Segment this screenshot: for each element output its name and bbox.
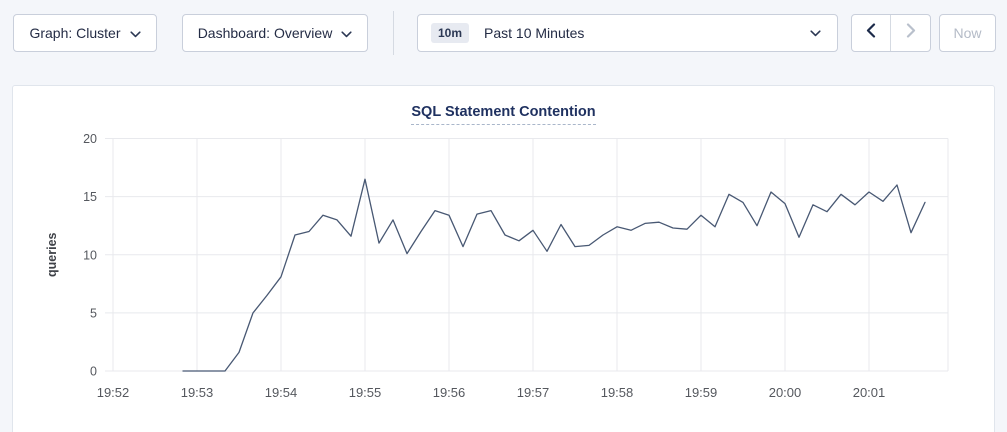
sql-statement-contention-chart: 0 5 10 15 20 19:52 19:53 19:54 19:55 19:56 19:57 19… (45, 132, 949, 400)
time-range-dropdown[interactable]: 10m Past 10 Minutes (417, 14, 838, 52)
chart-title[interactable]: SQL Statement Contention (411, 104, 596, 125)
y-tick-label: 5 (90, 306, 97, 320)
chevron-down-icon (129, 25, 141, 41)
toolbar-divider (393, 11, 394, 55)
chart-axis-labels: 0 5 10 15 20 19:52 19:53 19:54 19:55 19:56 19:57 19… (83, 132, 885, 400)
x-tick-label: 19:54 (265, 385, 298, 400)
x-tick-label: 20:01 (853, 385, 886, 400)
y-tick-label: 15 (83, 190, 97, 204)
x-tick-label: 19:58 (601, 385, 634, 400)
y-tick-label: 10 (83, 248, 97, 262)
chevron-left-icon (866, 23, 876, 43)
time-shift-back-button[interactable] (852, 15, 892, 51)
now-button[interactable]: Now (939, 14, 996, 52)
y-axis-title: queries (45, 232, 59, 277)
now-button-label: Now (953, 25, 982, 41)
chevron-right-icon (906, 23, 916, 43)
metrics-toolbar: Graph: Cluster Dashboard: Overview 10m P… (0, 0, 1007, 66)
time-range-label: Past 10 Minutes (484, 25, 585, 41)
dashboard-dropdown[interactable]: Dashboard: Overview (182, 14, 368, 52)
chart-gridlines (105, 138, 949, 372)
time-range-badge: 10m (431, 23, 470, 43)
x-tick-label: 19:59 (685, 385, 718, 400)
x-tick-label: 20:00 (769, 385, 802, 400)
time-shift-forward-button[interactable] (891, 15, 930, 51)
x-tick-label: 19:53 (181, 385, 214, 400)
time-shift-button-group (851, 14, 931, 52)
x-tick-label: 19:52 (97, 385, 130, 400)
chart-card: SQL Statement Contention 0 5 10 15 20 19:52 19… (12, 85, 995, 432)
dashboard-dropdown-label: Dashboard: Overview (197, 25, 333, 41)
graph-scope-dropdown-label: Graph: Cluster (29, 25, 121, 41)
y-tick-label: 0 (90, 365, 97, 379)
x-tick-label: 19:56 (433, 385, 466, 400)
chevron-down-icon (341, 25, 352, 41)
chevron-down-icon (810, 29, 821, 37)
graph-scope-dropdown[interactable]: Graph: Cluster (13, 14, 157, 52)
queries-series-line[interactable] (182, 178, 926, 372)
y-tick-label: 20 (83, 132, 97, 146)
x-tick-label: 19:55 (349, 385, 382, 400)
x-tick-label: 19:57 (517, 385, 550, 400)
